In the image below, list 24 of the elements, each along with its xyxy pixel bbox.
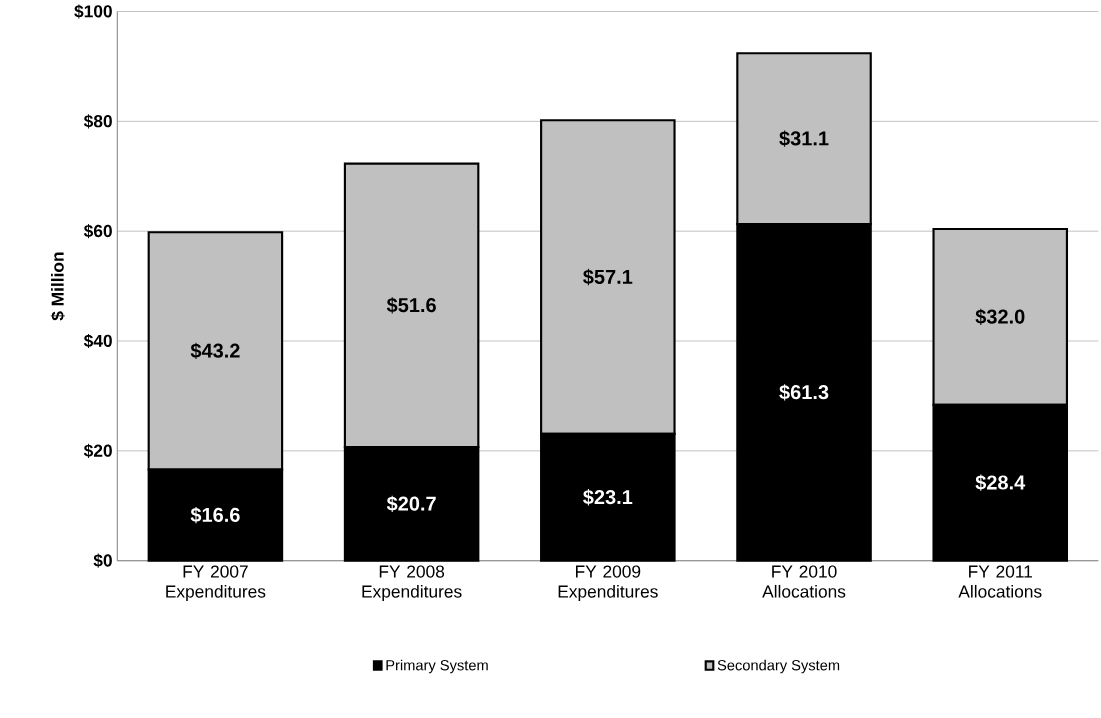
data-label: $57.1	[583, 268, 633, 286]
data-label: $20.7	[386, 495, 436, 513]
x-tick-label: FY 2009 Expenditures	[558, 565, 658, 602]
y-axis-title: $ Million	[50, 252, 65, 321]
y-tick-label: $100	[74, 4, 112, 19]
data-label: $32.0	[975, 308, 1025, 326]
data-label: $31.1	[779, 130, 829, 147]
data-label: $51.6	[386, 297, 436, 314]
x-tick-label: FY 2010 Allocations	[762, 565, 846, 598]
data-label: $43.2	[190, 342, 240, 360]
data-label: $61.3	[779, 384, 829, 401]
y-tick-label: $40	[83, 333, 112, 349]
y-tick-label: $20	[83, 443, 112, 458]
x-tick-label: FY 2008 Expenditures	[362, 565, 462, 602]
y-tick-label: $60	[83, 224, 112, 239]
x-tick-label: FY 2011 Allocations	[958, 565, 1042, 598]
legend-label: Secondary System	[717, 659, 840, 674]
legend-label: Primary System	[386, 659, 488, 674]
data-label: $16.6	[190, 506, 240, 524]
data-label: $28.4	[975, 474, 1026, 491]
y-tick-label: $80	[83, 114, 112, 129]
y-tick-label: $0	[93, 553, 112, 568]
data-label: $23.1	[583, 489, 633, 506]
x-tick-label: FY 2007 Expenditures	[166, 565, 266, 602]
